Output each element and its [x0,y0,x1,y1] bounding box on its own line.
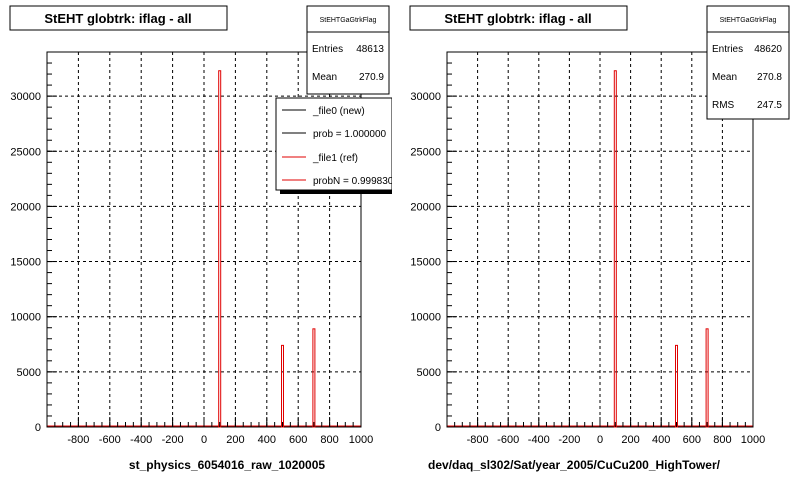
stats-rms-label: RMS [712,100,735,111]
x-tick-label: 200 [226,434,244,446]
x-tick-label: 0 [201,434,207,446]
y-tick-label: 5000 [17,367,41,379]
x-tick-label: 800 [713,434,731,446]
x-tick-label: 600 [289,434,307,446]
y-tick-label: 30000 [10,91,41,103]
grid-lines [47,52,361,427]
title-box [409,5,628,31]
x-tick-label: 200 [621,434,639,446]
stats-header: StEHTGaGtrkFlag [720,17,777,24]
y-axis-ticks: 0 5000 10000 15000 20000 25000 30000 [10,51,57,434]
y-tick-label: 25000 [10,146,41,158]
x-tick-label: -200 [558,434,580,446]
x-tick-label: -600 [497,434,519,446]
legend-box [275,97,393,191]
grid-lines [447,52,753,427]
y-tick-label: 0 [35,422,41,434]
stats-entries-value: 48620 [754,44,782,55]
y-tick-label: 20000 [410,201,441,213]
x-tick-label: 1000 [349,434,373,446]
y-tick-label: 0 [435,422,441,434]
stats-entries-value: 48613 [356,44,384,55]
x-tick-label: 600 [683,434,701,446]
legend-label-new: _file0 (new) [312,106,365,117]
stats-header: StEHTGaGtrkFlag [320,17,377,24]
y-tick-label: 25000 [410,146,441,158]
stats-mean-value: 270.8 [757,72,782,83]
legend-label-prob: prob = 1.000000 [313,129,387,140]
chart-title: StEHT globtrk: iflag - all [444,11,591,26]
y-tick-label: 5000 [417,367,441,379]
y-tick-label: 15000 [10,257,41,269]
x-tick-label: -200 [162,434,184,446]
title-box [9,5,228,31]
y-tick-label: 10000 [10,312,41,324]
stats-entries-label: Entries [312,44,343,55]
x-axis-label: dev/daq_sl302/Sat/year_2005/CuCu200_High… [428,458,721,472]
stats-mean-value: 270.9 [359,72,384,83]
x-tick-label: -600 [99,434,121,446]
y-axis-ticks: 0 5000 10000 15000 20000 25000 30000 [410,51,457,434]
left-histogram: -800 -600 -400 -200 0 200 400 600 800 1000 0 5000 1… [9,5,402,472]
right-histogram: -800 -600 -400 -200 0 200 400 600 800 1000 0 5000 1… [409,5,790,472]
stats-mean-label: Mean [712,72,737,83]
legend-label-probn: probN = 0.999830 [313,176,394,187]
chart-title: StEHT globtrk: iflag - all [44,11,191,26]
x-tick-label: 0 [597,434,603,446]
legend-label-ref: _file1 (ref) [312,153,358,164]
y-tick-label: 20000 [10,201,41,213]
y-tick-label: 30000 [410,91,441,103]
stats-box [706,5,790,120]
stats-rms-value: 247.5 [757,100,782,111]
x-tick-label: 400 [652,434,670,446]
x-tick-label: -800 [67,434,89,446]
x-axis-label: st_physics_6054016_raw_1020005 [129,458,325,472]
stats-mean-label: Mean [312,72,337,83]
y-tick-label: 15000 [410,257,441,269]
x-tick-label: -400 [130,434,152,446]
x-tick-label: -800 [467,434,489,446]
stats-entries-label: Entries [712,44,743,55]
canvas-right-edge-mask [392,95,402,197]
y-tick-label: 10000 [410,312,441,324]
x-tick-label: 1000 [741,434,765,446]
x-tick-label: -400 [528,434,550,446]
x-axis-ticks: -800 -600 -400 -200 0 200 400 600 800 1000 [46,417,373,446]
stats-box [306,5,390,95]
x-axis-ticks: -800 -600 -400 -200 0 200 400 600 800 1000 [446,417,765,446]
x-tick-label: 800 [320,434,338,446]
x-tick-label: 400 [258,434,276,446]
